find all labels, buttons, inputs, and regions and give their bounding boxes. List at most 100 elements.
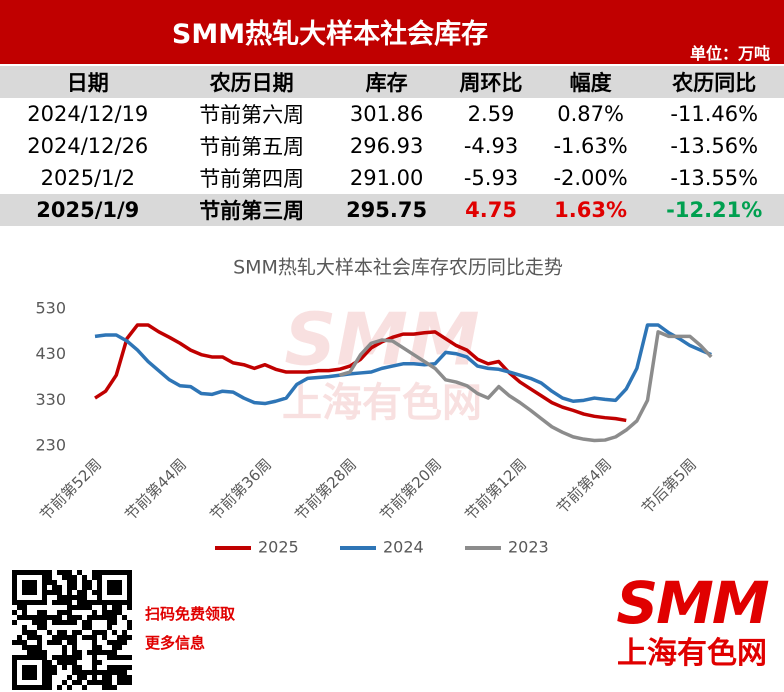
qr-cell <box>67 620 72 625</box>
qr-cell <box>82 670 87 675</box>
qr-cell <box>27 615 32 620</box>
qr-cell <box>32 635 37 640</box>
qr-cell <box>47 640 52 645</box>
qr-cell <box>87 605 92 610</box>
cell: -13.55% <box>670 166 759 190</box>
qr-line: 扫码免费领取 <box>145 605 236 623</box>
qr-cell <box>77 655 82 660</box>
qr-cell <box>72 605 77 610</box>
qr-cell <box>22 615 27 620</box>
qr-cell <box>67 615 72 620</box>
qr-cell <box>57 640 62 645</box>
table-row: 2025/1/2 节前第四周 291.00 -5.93 -2.00% -13.55% <box>0 162 784 194</box>
qr-cell <box>127 680 132 685</box>
y-tick-label: 530 <box>35 299 66 318</box>
qr-cell <box>122 665 127 670</box>
qr-cell <box>92 660 97 665</box>
qr-cell <box>97 670 102 675</box>
qr-cell <box>37 610 42 615</box>
qr-cell <box>107 670 112 675</box>
qr-cell <box>67 570 72 575</box>
qr-cell <box>92 675 97 680</box>
qr-cell <box>82 605 87 610</box>
header: SMM热轧大样本社会库存 单位：万吨 <box>0 0 784 64</box>
qr-cell <box>52 615 57 620</box>
qr-cell <box>37 635 42 640</box>
qr-cell <box>117 605 122 610</box>
qr-cell <box>22 610 27 615</box>
qr-cell <box>97 615 102 620</box>
qr-cell <box>97 660 102 665</box>
qr-cell <box>67 575 72 580</box>
qr-cell <box>97 630 102 635</box>
qr-cell <box>77 675 82 680</box>
qr-cell <box>77 590 82 595</box>
qr-finder <box>12 655 47 690</box>
qr-cell <box>122 675 127 680</box>
qr-cell <box>77 600 82 605</box>
qr-cell <box>117 665 122 670</box>
unit: 单位：万吨 <box>689 44 770 63</box>
qr-cell <box>102 685 107 690</box>
qr-cell <box>47 590 52 595</box>
x-tick-label: 节前第12周 <box>461 455 530 524</box>
qr-cell <box>77 670 82 675</box>
qr-cell <box>67 580 72 585</box>
qr-cell <box>62 575 67 580</box>
qr-cell <box>72 585 77 590</box>
qr-cell <box>127 665 132 670</box>
qr-cell <box>67 655 72 660</box>
qr-cell <box>112 630 117 635</box>
qr-cell <box>117 670 122 675</box>
qr-cell <box>52 665 57 670</box>
qr-cell <box>22 630 27 635</box>
y-tick-label: 330 <box>35 390 66 409</box>
qr-cell <box>67 600 72 605</box>
cell: -4.93 <box>463 134 519 158</box>
qr-cell <box>62 630 67 635</box>
table-row: 2025/1/9 节前第三周 295.75 4.75 1.63% -12.21% <box>0 194 784 226</box>
qr-cell <box>67 595 72 600</box>
cell: -5.93 <box>463 166 519 190</box>
qr-cell <box>112 685 117 690</box>
qr-cell <box>77 665 82 670</box>
qr-cell <box>77 615 82 620</box>
qr-cell <box>42 610 47 615</box>
qr-cell <box>67 660 72 665</box>
qr-cell <box>92 665 97 670</box>
qr-cell <box>47 665 52 670</box>
qr-cell <box>92 650 97 655</box>
y-tick-label: 430 <box>35 344 66 363</box>
qr-cell <box>42 625 47 630</box>
qr-cell <box>122 640 127 645</box>
qr-cell <box>97 650 102 655</box>
table: 日期 农历日期 库存 周环比 幅度 农历同比 2024/12/19 节前第六周 301.86 2.… <box>0 66 784 226</box>
qr-cell <box>72 640 77 645</box>
qr-cell <box>37 615 42 620</box>
column-header: 农历同比 <box>644 66 784 98</box>
qr-cell <box>87 635 92 640</box>
qr-cell <box>22 645 27 650</box>
qr-cell <box>122 630 127 635</box>
series-line <box>338 330 713 443</box>
qr-cell <box>92 615 97 620</box>
qr-cell <box>102 680 107 685</box>
logo-sub: 上海有色网 <box>617 636 767 671</box>
qr-cell <box>92 640 97 645</box>
qr-finder <box>22 665 37 680</box>
qr-cell <box>102 670 107 675</box>
qr-cell <box>82 600 87 605</box>
qr-cell <box>72 595 77 600</box>
qr-cell <box>52 670 57 675</box>
logo-text: SMM <box>616 569 769 637</box>
qr-cell <box>32 620 37 625</box>
qr-cell <box>117 655 122 660</box>
qr-cell <box>72 645 77 650</box>
qr-cell <box>87 585 92 590</box>
column-header: 库存 <box>327 66 446 98</box>
x-tick-label: 节前第36周 <box>206 455 275 524</box>
qr-cell <box>47 615 52 620</box>
qr-cell <box>112 670 117 675</box>
qr-cell <box>72 680 77 685</box>
qr-cell <box>77 570 82 575</box>
